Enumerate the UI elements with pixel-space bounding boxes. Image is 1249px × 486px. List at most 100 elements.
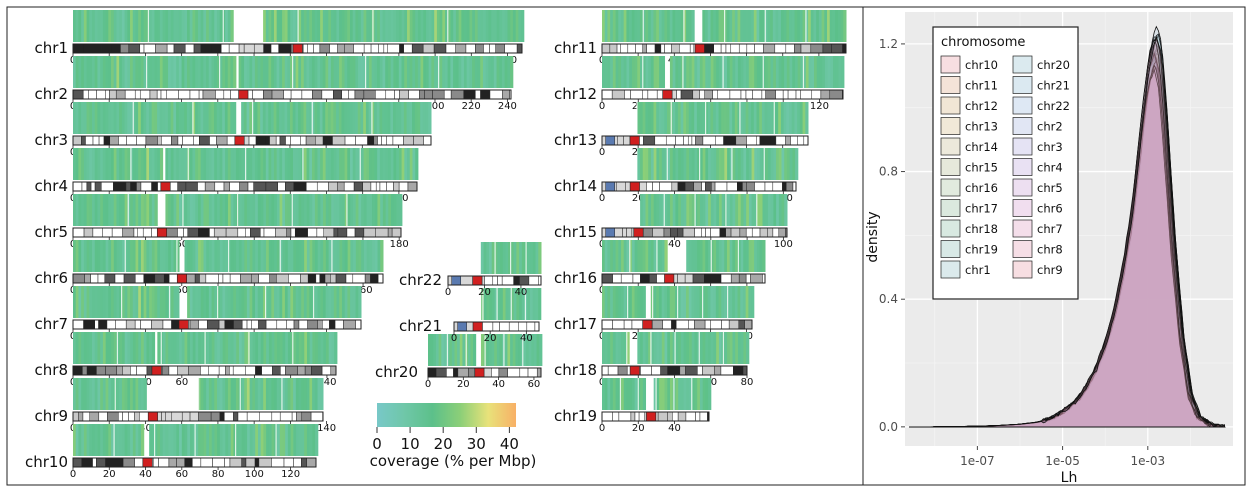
cytoband [286, 319, 295, 330]
coverage-break [698, 332, 700, 364]
coverage-cell [206, 424, 210, 456]
chromosome-outline [447, 275, 542, 286]
coverage-cell [257, 424, 262, 456]
coverage-cell [178, 148, 183, 180]
coverage-cell [510, 334, 514, 366]
coverage-cell [765, 56, 769, 88]
coverage-cell [119, 332, 123, 364]
coverage-cell [458, 10, 462, 42]
coverage-cell [729, 240, 733, 272]
coverage-cell [227, 378, 232, 410]
coverage-cell [100, 240, 104, 272]
cytoband [194, 273, 200, 284]
coverage-cell [81, 286, 85, 318]
coverage-cell [672, 332, 676, 364]
coverage-cell [108, 424, 112, 456]
coverage-cell [249, 378, 253, 410]
coverage-cell [151, 424, 156, 456]
coverage-cell [257, 102, 261, 134]
coverage-cell [827, 56, 831, 88]
coverage-cell [211, 56, 215, 88]
cytoband [322, 135, 333, 146]
coverage-cell [458, 56, 462, 88]
coverage-cell [507, 56, 511, 88]
coverage-cell [835, 10, 839, 42]
coverage-cell [683, 332, 687, 364]
coverage-cell [241, 240, 245, 272]
coverage-cell [179, 332, 183, 364]
cytoband [601, 43, 611, 54]
cytoband [139, 43, 145, 54]
coverage-cell [285, 332, 289, 364]
coverage-cell [732, 10, 736, 42]
coverage-cell [355, 102, 359, 134]
coverage-cell [669, 10, 673, 42]
coverage-cell [773, 194, 777, 226]
cytoband [323, 227, 335, 238]
coverage-cell [699, 148, 704, 180]
coverage-cell [607, 378, 611, 410]
coverage-cell [92, 332, 96, 364]
coverage-cell [86, 378, 90, 410]
cytoband [713, 43, 722, 54]
coverage-cell [135, 378, 139, 410]
coverage-cell [705, 56, 709, 88]
coverage-cell [661, 378, 666, 410]
coverage-cell [729, 10, 733, 42]
coverage-cell [515, 334, 519, 366]
cytoband [187, 227, 199, 238]
coverage-cell [271, 56, 275, 88]
coverage-cell [216, 148, 221, 180]
coverage-cell [371, 56, 375, 88]
coverage-cell [306, 424, 311, 456]
coverage-cell [97, 10, 101, 42]
coverage-cell [678, 378, 682, 410]
cytoband [337, 227, 348, 238]
cytoband [126, 135, 137, 146]
coverage-cell [352, 102, 356, 134]
coverage-cell [287, 424, 292, 456]
coverage-cell [604, 378, 608, 410]
coverage-cell [247, 240, 251, 272]
coverage-cell [195, 148, 199, 180]
coverage-cell [149, 148, 153, 180]
coverage-break [802, 56, 805, 88]
coverage-cell [249, 56, 253, 88]
cytoband [705, 227, 711, 238]
coverage-cell [303, 56, 307, 88]
coverage-cell [805, 56, 810, 88]
coverage-cell [78, 332, 82, 364]
coverage-cell [228, 332, 232, 364]
cytoband [654, 135, 667, 146]
cytoband [616, 43, 621, 54]
coverage-cell [510, 10, 514, 42]
chromosome-outline [72, 135, 432, 146]
cytoband [166, 43, 175, 54]
coverage-cell [140, 56, 145, 88]
coverage-cell [439, 56, 443, 88]
coverage-cell [238, 148, 242, 180]
coverage-cell [238, 332, 243, 364]
cytoband [143, 273, 156, 284]
coverage-cell [214, 332, 218, 364]
cytoband [330, 365, 337, 376]
coverage-cell [205, 102, 210, 134]
coverage-break [524, 288, 527, 320]
cytoband [202, 89, 216, 100]
coverage-cell [765, 148, 769, 180]
coverage-cell [227, 56, 231, 88]
axis-tick-label: 40 [139, 469, 152, 480]
cytoband [642, 43, 647, 54]
coverage-cell [656, 194, 660, 226]
coverage-cell [648, 148, 652, 180]
coverage-cell [650, 148, 655, 180]
coverage-break [113, 424, 115, 456]
cytoband [695, 411, 701, 422]
coverage-cell [350, 148, 354, 180]
coverage-cell [352, 10, 356, 42]
cytoband [275, 135, 281, 146]
coverage-cell [319, 102, 324, 134]
coverage-cell [746, 56, 750, 88]
coverage-cell [675, 194, 679, 226]
coverage-cell [366, 10, 370, 42]
